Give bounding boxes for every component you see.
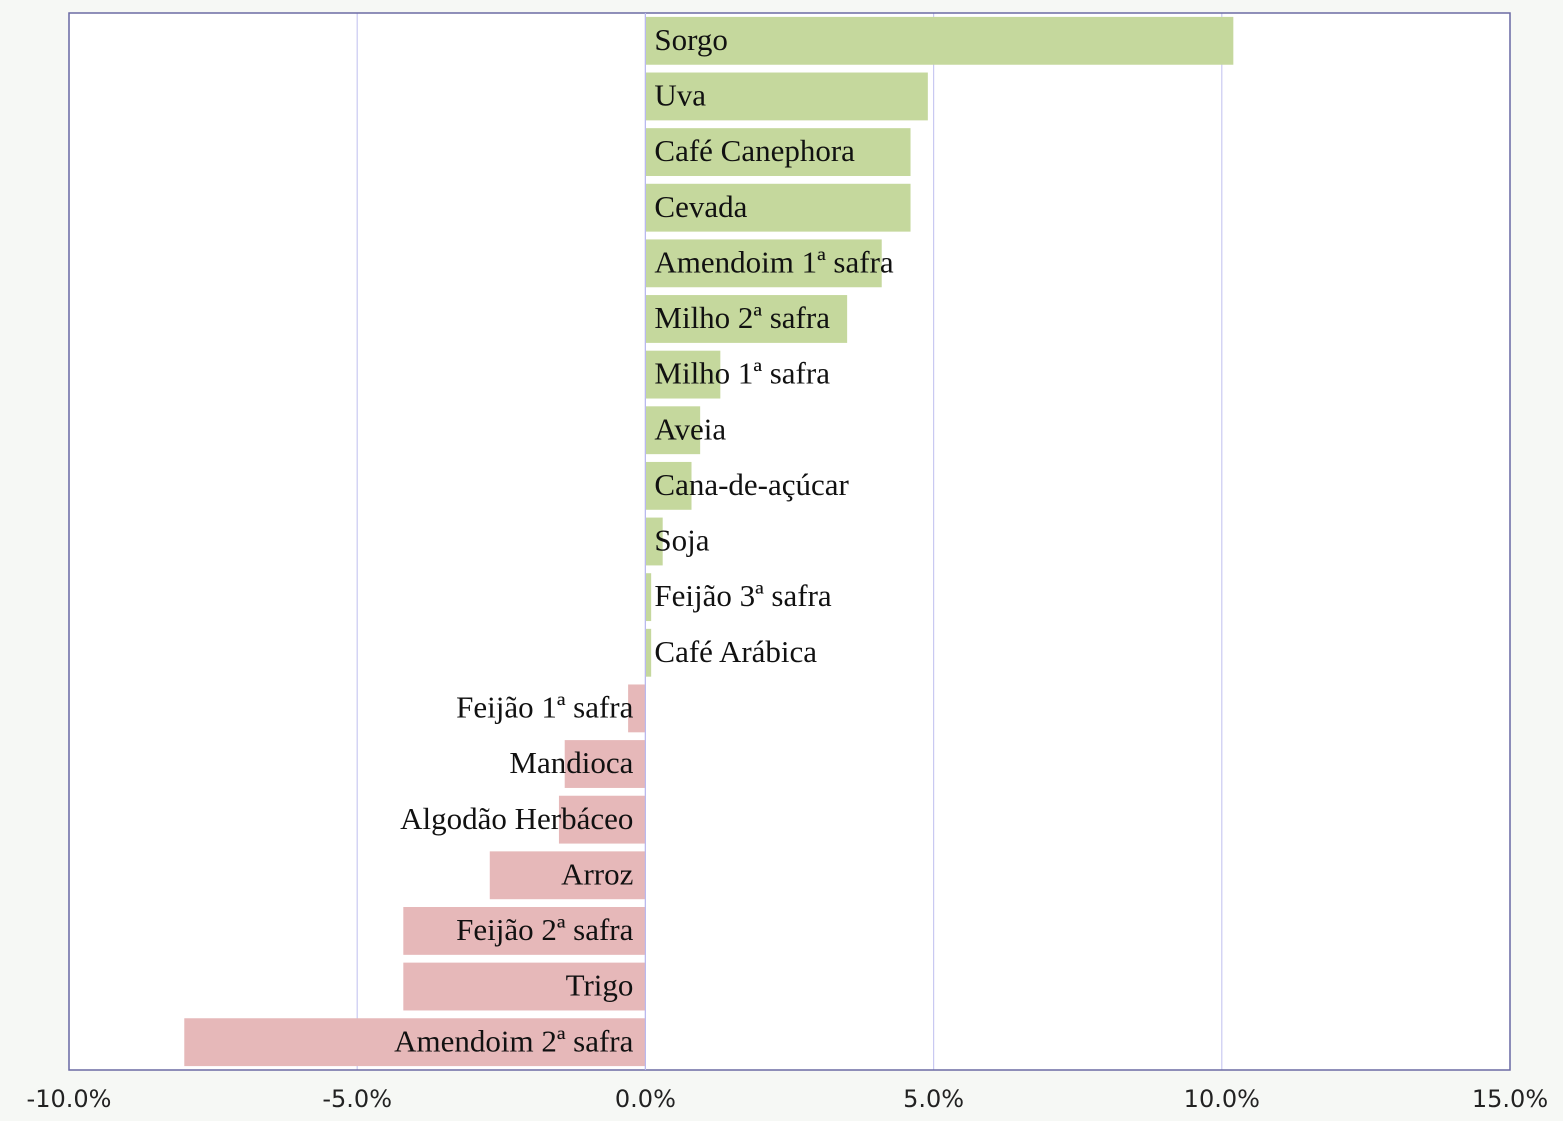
bar <box>403 962 646 1011</box>
bar <box>645 573 652 622</box>
bar-label: Aveia <box>654 411 726 446</box>
bar-label: Milho 2ª safra <box>654 300 830 335</box>
bar-label: Algodão Herbáceo <box>400 801 633 836</box>
bar <box>403 906 646 955</box>
x-tick-label: 5.0% <box>903 1085 964 1113</box>
bar <box>645 517 663 566</box>
x-tick-label: 0.0% <box>615 1085 676 1113</box>
bar <box>645 406 701 455</box>
bar <box>645 461 692 510</box>
bar-label: Arroz <box>561 856 633 891</box>
bar-label: Feijão 1ª safra <box>456 690 634 725</box>
plot-border <box>68 12 1511 1071</box>
bar-label: Soja <box>654 523 709 558</box>
x-tick-label: -10.0% <box>27 1085 112 1113</box>
bar <box>645 295 848 343</box>
bar <box>564 740 646 788</box>
bar <box>489 851 646 900</box>
bar-label: Milho 1ª safra <box>654 356 830 391</box>
bar <box>645 628 652 677</box>
bar <box>645 183 911 232</box>
bar-label: Mandioca <box>509 745 633 780</box>
bar-label: Amendoim 1ª safra <box>654 244 894 279</box>
bar <box>645 72 928 121</box>
bar <box>628 684 646 733</box>
bar <box>645 128 911 177</box>
x-tick-label: 10.0% <box>1184 1085 1260 1113</box>
bar-label: Sorgo <box>654 22 728 57</box>
bar-label: Feijão 3ª safra <box>654 578 832 613</box>
bar-label: Feijão 2ª safra <box>456 912 634 947</box>
bar-label: Cevada <box>654 189 747 224</box>
bar-label: Café Arábica <box>654 634 817 669</box>
bar <box>645 239 882 288</box>
bar-label: Amendoim 2ª safra <box>394 1023 634 1058</box>
x-tick-label: 15.0% <box>1472 1085 1548 1113</box>
bar <box>645 16 1234 65</box>
bar <box>184 1018 646 1067</box>
bar <box>558 795 646 844</box>
bar <box>645 350 721 399</box>
bar-label: Trigo <box>566 968 634 1003</box>
bar-label: Café Canephora <box>654 133 855 168</box>
bar-label: Cana-de-açúcar <box>654 467 849 502</box>
bar-label: Uva <box>654 78 706 113</box>
x-tick-label: -5.0% <box>322 1085 392 1113</box>
